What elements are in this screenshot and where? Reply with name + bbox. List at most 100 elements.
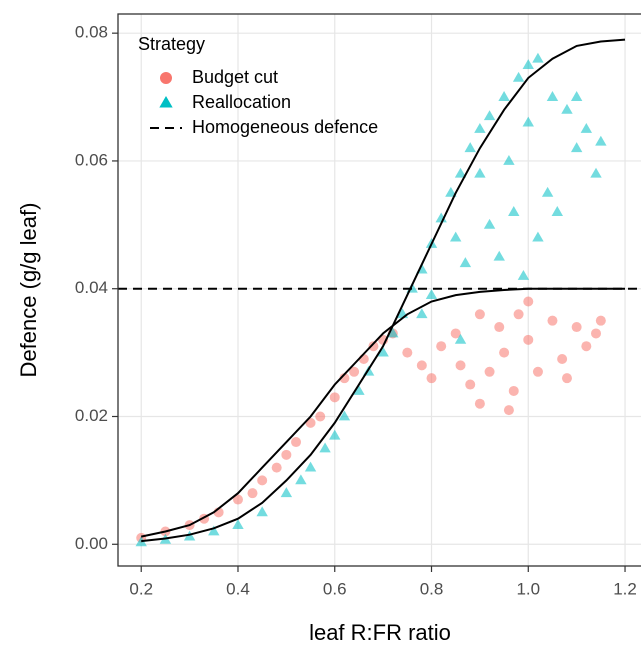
point (474, 398, 485, 409)
point (349, 366, 360, 377)
y-tick-label: 0.06 (75, 150, 108, 169)
point (561, 373, 572, 384)
point (532, 52, 544, 63)
point (208, 525, 220, 536)
point (232, 494, 243, 505)
point (595, 135, 607, 146)
point (232, 519, 244, 530)
point (377, 346, 389, 357)
point (450, 231, 462, 242)
legend-symbol (159, 96, 173, 108)
y-tick-label: 0.00 (75, 534, 108, 553)
y-tick-label: 0.04 (75, 278, 108, 297)
curve (140, 287, 625, 538)
point (445, 186, 457, 197)
point (483, 110, 496, 121)
point (338, 410, 351, 421)
point (499, 347, 510, 358)
point (532, 231, 544, 242)
point (257, 475, 268, 486)
point (546, 91, 559, 101)
point (551, 206, 564, 216)
point (508, 385, 519, 396)
y-tick-label: 0.08 (75, 23, 108, 42)
x-tick-label: 0.6 (323, 579, 347, 598)
point (450, 328, 461, 339)
point (281, 449, 292, 460)
point (484, 366, 495, 377)
point (416, 308, 428, 319)
point (523, 334, 534, 345)
point (465, 379, 476, 390)
point (436, 341, 447, 352)
point (435, 212, 447, 223)
plot-border (117, 13, 641, 567)
x-tick-label: 1.2 (613, 579, 637, 598)
point (595, 315, 606, 326)
point (503, 154, 515, 165)
point (454, 167, 467, 178)
point (570, 91, 583, 101)
point (425, 289, 438, 300)
x-tick-label: 0.2 (129, 579, 153, 598)
curve (141, 38, 626, 543)
point (523, 296, 534, 307)
point (464, 142, 476, 153)
point (319, 442, 331, 453)
x-tick-label: 0.8 (420, 579, 444, 598)
point (570, 142, 583, 153)
point (304, 461, 317, 472)
point (580, 123, 593, 133)
point (561, 103, 573, 114)
x-tick-label: 1.0 (516, 579, 540, 598)
point (329, 429, 341, 440)
point (353, 384, 365, 395)
point (459, 257, 472, 268)
point (474, 309, 485, 320)
legend-title: Strategy (138, 34, 205, 54)
point (387, 327, 399, 338)
y-tick-label: 0.02 (75, 406, 108, 425)
point (280, 487, 293, 498)
point (368, 341, 379, 352)
x-tick-label: 0.4 (226, 579, 250, 598)
point (571, 322, 582, 333)
point (402, 347, 413, 358)
point (474, 123, 486, 133)
point (247, 488, 258, 499)
point (591, 328, 602, 339)
point (455, 360, 466, 371)
point (315, 411, 326, 422)
point (291, 437, 302, 448)
plot-panel (118, 14, 641, 566)
point (557, 354, 568, 364)
point (329, 392, 340, 403)
point (474, 167, 486, 178)
point (493, 250, 505, 261)
point (508, 206, 520, 216)
point (271, 462, 282, 473)
point (483, 218, 496, 229)
point (358, 354, 369, 364)
point (503, 405, 514, 416)
point (512, 71, 525, 82)
point (517, 269, 530, 280)
point (541, 186, 554, 197)
point (513, 309, 524, 320)
point (581, 341, 592, 352)
point (426, 373, 437, 384)
legend-label: Homogeneous defence (192, 117, 378, 137)
point (498, 91, 510, 101)
legend-symbol (160, 72, 172, 84)
point (590, 167, 602, 178)
legend-label: Reallocation (192, 92, 291, 112)
point (494, 322, 505, 333)
y-axis-title: Defence (g/g leaf) (16, 203, 41, 378)
point (522, 59, 534, 70)
point (295, 474, 307, 485)
point (547, 315, 558, 326)
legend-label: Budget cut (192, 67, 278, 87)
point (416, 360, 427, 371)
point (454, 333, 467, 344)
